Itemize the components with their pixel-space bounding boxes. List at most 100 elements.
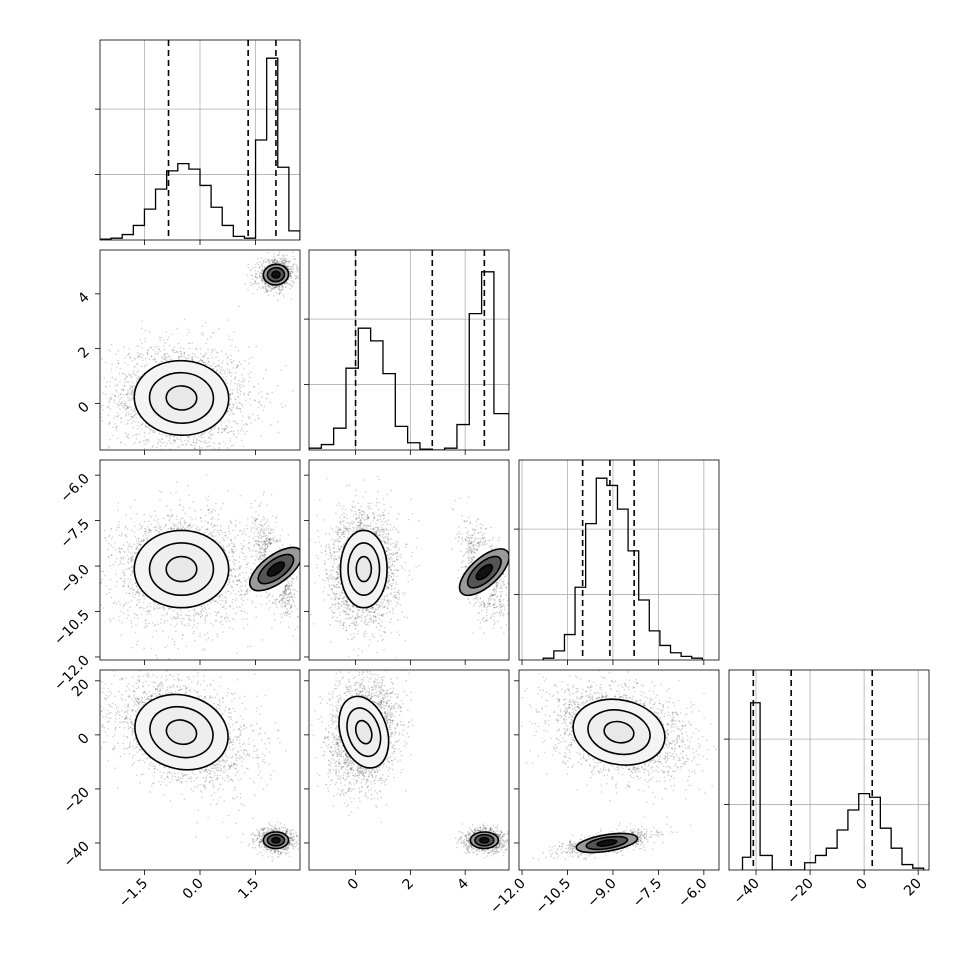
sample-point [150,606,152,608]
sample-point [331,575,334,578]
sample-point [379,518,382,521]
sample-point [483,602,486,605]
sample-point [112,563,115,566]
sample-point [162,345,165,347]
sample-point [173,641,176,643]
sample-point [283,256,285,258]
sample-point [125,393,128,396]
sample-point [492,606,495,609]
sample-point [128,373,130,375]
sample-point [281,594,284,597]
sample-point [180,356,183,359]
sample-point [105,585,108,587]
sample-point [502,615,505,617]
sample-point [500,584,502,586]
sample-point [111,535,114,538]
sample-point [107,548,109,551]
sample-point [120,416,123,419]
sample-point [206,338,209,341]
sample-point [404,569,406,571]
sample-point [177,528,179,530]
sample-point [358,616,361,618]
sample-point [142,440,145,442]
sample-point [175,525,177,527]
sample-point [276,286,279,288]
sample-point [227,355,229,358]
sample-point [114,379,116,381]
sample-point [224,453,226,455]
sample-point [341,508,344,510]
sample-point [336,620,338,622]
sample-point [120,417,122,420]
sample-point [257,531,260,533]
sample-point [276,384,279,387]
sample-point [190,356,193,359]
sample-point [392,578,395,581]
sample-point [195,442,198,444]
sample-point [145,438,148,441]
sample-point [149,531,151,533]
sample-point [127,545,130,547]
sample-point [229,521,232,524]
sample-point [162,339,165,341]
sample-point [187,525,190,528]
sample-point [262,263,264,265]
sample-point [364,630,367,632]
sample-point [369,611,371,613]
sample-point [130,556,132,559]
sample-point [131,646,134,649]
sample-point [461,514,464,517]
sample-point [128,381,130,383]
sample-point [268,594,271,596]
sample-point [265,537,268,540]
sample-point [193,624,195,626]
sample-point [335,571,338,573]
sample-point [248,547,250,549]
sample-point [284,585,287,588]
sample-point [127,584,130,586]
sample-point [514,591,516,593]
sample-point [127,413,130,416]
sample-point [495,606,498,608]
sample-point [126,381,129,383]
sample-point [373,530,376,533]
sample-point [125,514,127,516]
sample-point [486,602,489,605]
sample-point [486,609,488,611]
panel-frame [728,669,930,871]
sample-point [134,593,137,596]
sample-point [492,627,495,629]
sample-point [329,588,332,591]
sample-point [214,366,217,368]
sample-point [307,617,309,619]
sample-point [295,266,298,269]
sample-point [263,266,265,268]
sample-point [122,544,125,546]
sample-point [122,557,125,560]
sample-point [346,529,348,531]
sample-point [467,557,470,559]
sample-point [254,550,256,553]
sample-point [109,380,112,383]
sample-point [208,512,210,514]
sample-point [335,540,338,542]
sample-point [200,508,202,511]
sample-point [270,532,272,535]
sample-point [344,617,347,620]
sample-point [257,258,259,260]
sample-point [195,438,198,440]
sample-point [366,609,368,611]
sample-point [160,337,162,339]
sample-point [333,551,336,553]
sample-point [94,535,96,537]
sample-point [251,356,254,359]
sample-point [278,260,281,263]
sample-point [339,620,342,622]
sample-point [364,635,366,638]
sample-point [135,380,138,382]
sample-point [358,514,360,517]
sample-point [332,566,334,568]
sample-point [265,287,267,290]
sample-point [215,356,217,358]
sample-point [142,359,144,362]
